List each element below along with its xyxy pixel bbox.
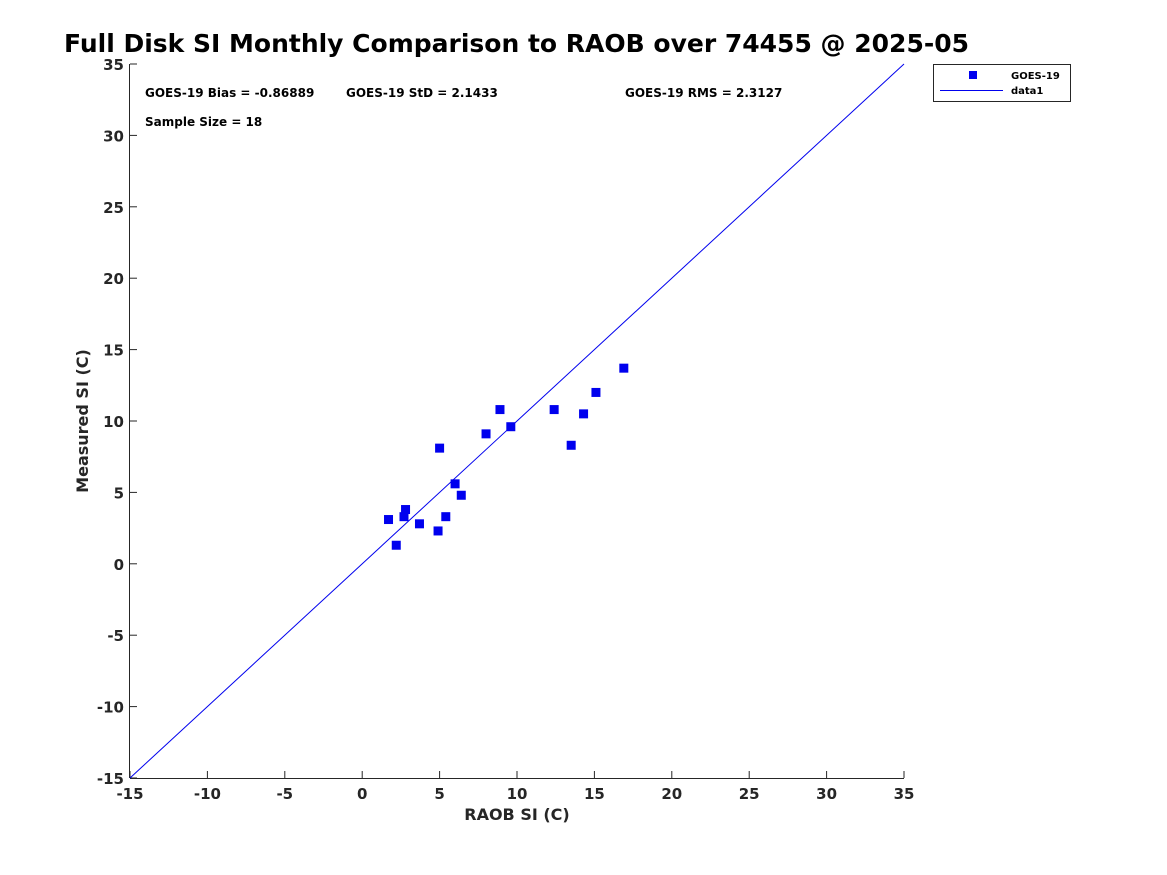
- sample-size-annotation: Sample Size = 18: [145, 115, 262, 129]
- y-tick-label: -10: [97, 699, 124, 717]
- y-tick-label: -5: [107, 627, 124, 645]
- data-point: [549, 405, 559, 415]
- x-tick-label: -10: [194, 785, 221, 803]
- y-tick-label: 15: [103, 342, 124, 360]
- data-point: [414, 519, 424, 529]
- rms-annotation: GOES-19 RMS = 2.3127: [625, 86, 782, 100]
- chart-title: Full Disk SI Monthly Comparison to RAOB …: [64, 29, 969, 58]
- series-markers-goes19: [384, 363, 629, 550]
- y-axis-ticks: 35 30 25 20 15 10 5 0 -5 -10 -15: [97, 56, 137, 788]
- legend-label-data1: data1: [1011, 86, 1043, 97]
- x-tick-label: 20: [661, 785, 682, 803]
- legend-box: [933, 64, 1071, 102]
- y-tick-label: 10: [103, 413, 124, 431]
- data-point: [391, 540, 401, 550]
- data-point: [435, 443, 445, 453]
- x-axis-label: RAOB SI (C): [464, 805, 569, 824]
- data-point: [450, 479, 460, 489]
- x-tick-label: 0: [357, 785, 367, 803]
- y-axis-label: Measured SI (C): [73, 349, 92, 493]
- data-point: [591, 387, 601, 397]
- x-axis-ticks: -15 -10 -5 0 5 10 15 20 25 30 35: [116, 771, 914, 803]
- data-point: [566, 440, 576, 450]
- bias-annotation: GOES-19 Bias = -0.86889: [145, 86, 314, 100]
- series-line-data1: [129, 63, 905, 779]
- x-tick-label: 5: [434, 785, 444, 803]
- x-tick-label: 25: [739, 785, 760, 803]
- y-tick-label: 25: [103, 199, 124, 217]
- y-tick-label: 5: [114, 484, 124, 502]
- plot-area: -15 -10 -5 0 5 10 15 20 25 30 35 35302520151050-5-…: [97, 56, 915, 803]
- data-point: [579, 409, 589, 419]
- y-tick-label: 20: [103, 270, 124, 288]
- std-annotation: GOES-19 StD = 2.1433: [346, 86, 498, 100]
- data-point: [399, 512, 409, 522]
- data-point: [456, 490, 466, 500]
- x-tick-label: -15: [116, 785, 143, 803]
- x-tick-label: -5: [276, 785, 293, 803]
- x-tick-label: 15: [584, 785, 605, 803]
- y-tick-label: 30: [103, 127, 124, 145]
- legend-label-goes19: GOES-19: [1011, 71, 1060, 82]
- data-point: [506, 422, 516, 432]
- data-point: [481, 429, 491, 439]
- data-point: [433, 526, 443, 536]
- y-tick-label: 35: [103, 56, 124, 74]
- x-tick-label: 10: [507, 785, 528, 803]
- data-point: [401, 505, 411, 515]
- y-tick-label: 0: [114, 556, 124, 574]
- data-point: [441, 512, 451, 522]
- legend: GOES-19 data1: [933, 64, 1071, 102]
- data-point: [384, 515, 394, 525]
- data-point: [619, 363, 629, 373]
- x-tick-label: 35: [894, 785, 915, 803]
- legend-marker-goes19: [969, 71, 977, 79]
- data-point: [495, 405, 505, 415]
- y-tick-label: -15: [97, 770, 124, 788]
- x-tick-label: 30: [816, 785, 837, 803]
